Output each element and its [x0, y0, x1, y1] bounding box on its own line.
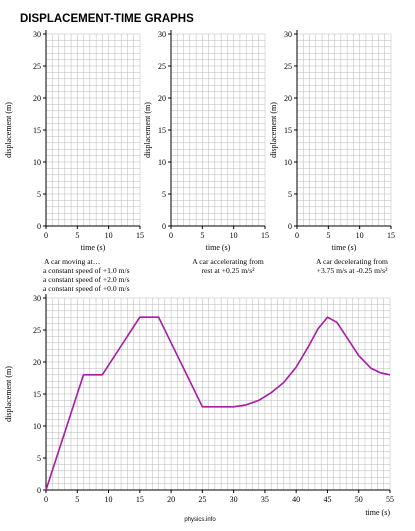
caption-line: A car decelerating from	[316, 257, 388, 266]
x-tick-label: 15	[261, 231, 269, 240]
series-line	[45, 316, 391, 491]
x-tick-label: 10	[105, 495, 113, 504]
x-tick-label: 0	[44, 231, 48, 240]
footer-credit: physics.info	[184, 517, 216, 523]
caption-line: A car moving at…	[44, 257, 100, 266]
y-tick-label: 10	[33, 422, 41, 431]
chart-motion-graph: 0 5 10 15 20 25 30 0 5 10 15 20 25 30 35 40 45 50 55 displa…	[4, 294, 394, 517]
caption-line: rest at +0.25 m/s²	[202, 266, 256, 275]
x-tick-label: 40	[292, 495, 300, 504]
caption-line: a constant speed of +0.0 m/s	[43, 284, 130, 293]
grid	[45, 33, 141, 227]
y-tick-label: 20	[284, 94, 292, 103]
y-tick-label: 5	[37, 454, 41, 463]
y-tick-label: 0	[37, 222, 41, 231]
y-axis-label: displacement (m)	[143, 102, 152, 158]
y-tick-label: 25	[33, 62, 41, 71]
x-axis-label: time (s)	[365, 508, 390, 517]
y-tick-label: 20	[33, 94, 41, 103]
y-tick-label: 30	[33, 294, 41, 303]
y-tick-label: 20	[158, 94, 166, 103]
y-tick-label: 15	[284, 126, 292, 135]
x-tick-label: 35	[261, 495, 269, 504]
x-tick-label: 5	[75, 231, 79, 240]
grid	[296, 33, 392, 227]
x-axis-label: time (s)	[332, 243, 357, 252]
chart-accelerating: 0 5 10 15 20 25 30 0 5 10 15 displacement (m) time (…	[143, 30, 269, 275]
grid	[170, 33, 266, 227]
y-tick-label: 5	[37, 190, 41, 199]
y-tick-label: 5	[162, 190, 166, 199]
x-tick-label: 50	[355, 495, 363, 504]
y-tick-label: 15	[158, 126, 166, 135]
y-tick-label: 0	[162, 222, 166, 231]
x-tick-label: 15	[136, 495, 144, 504]
y-tick-label: 25	[158, 62, 166, 71]
caption-line: a constant speed of +2.0 m/s	[43, 275, 130, 284]
caption-line: +3.75 m/s at -0.25 m/s²	[317, 266, 388, 275]
x-tick-label: 10	[356, 231, 364, 240]
y-tick-label: 30	[158, 30, 166, 39]
x-tick-label: 20	[167, 495, 175, 504]
x-tick-label: 0	[44, 495, 48, 504]
caption-line: A car accelerating from	[192, 257, 264, 266]
grid	[45, 297, 391, 491]
x-tick-label: 25	[198, 495, 206, 504]
y-tick-label: 25	[284, 62, 292, 71]
y-tick-label: 5	[288, 190, 292, 199]
x-tick-label: 30	[230, 495, 238, 504]
y-tick-label: 15	[33, 126, 41, 135]
x-tick-label: 5	[75, 495, 79, 504]
x-tick-label: 0	[295, 231, 299, 240]
y-tick-label: 30	[284, 30, 292, 39]
y-tick-label: 15	[33, 390, 41, 399]
y-tick-label: 20	[33, 358, 41, 367]
x-axis-label: time (s)	[81, 243, 106, 252]
page-title: DISPLACEMENT-TIME GRAPHS	[20, 13, 194, 25]
y-tick-label: 0	[37, 486, 41, 495]
x-tick-label: 5	[200, 231, 204, 240]
y-tick-label: 10	[284, 158, 292, 167]
x-tick-label: 45	[323, 495, 331, 504]
y-tick-label: 25	[33, 326, 41, 335]
x-tick-label: 0	[169, 231, 173, 240]
y-axis-label: displacement (m)	[4, 102, 13, 158]
y-axis-label: displacement (m)	[269, 102, 278, 158]
x-tick-label: 10	[230, 231, 238, 240]
chart-decelerating: 0 5 10 15 20 25 30 0 5 10 15 displacement (m) time (…	[269, 30, 395, 275]
y-tick-label: 10	[158, 158, 166, 167]
x-tick-label: 15	[387, 231, 395, 240]
y-axis-label: displacement (m)	[4, 366, 13, 422]
y-tick-label: 10	[33, 158, 41, 167]
x-tick-label: 15	[136, 231, 144, 240]
caption-line: a constant speed of +1.0 m/s	[43, 266, 130, 275]
x-tick-label: 55	[386, 495, 394, 504]
x-tick-label: 10	[105, 231, 113, 240]
chart-constant-speed: 0 5 10 15 20 25 30 0 5 10 15 displacement (m) time (…	[4, 30, 144, 293]
y-tick-label: 0	[288, 222, 292, 231]
x-axis-label: time (s)	[206, 243, 231, 252]
y-tick-label: 30	[33, 30, 41, 39]
x-tick-label: 5	[326, 231, 330, 240]
